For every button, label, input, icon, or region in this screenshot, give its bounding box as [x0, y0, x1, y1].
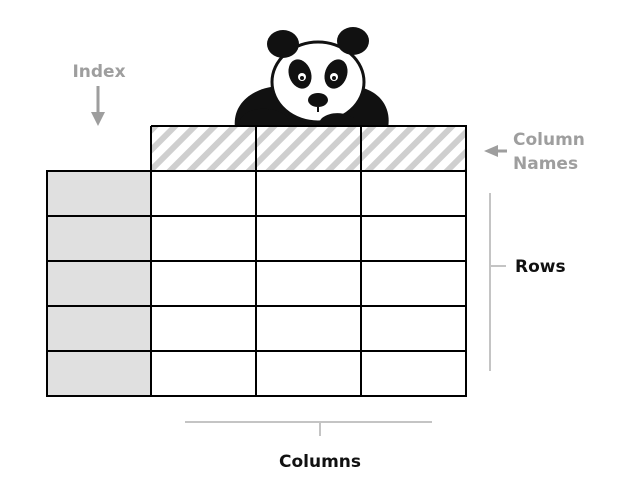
index-cell	[47, 351, 151, 396]
index-cell	[47, 261, 151, 306]
index-cell	[47, 306, 151, 351]
column-names-label-line2: Names	[513, 154, 578, 174]
index-label: Index	[72, 62, 125, 82]
column-names-arrow-icon	[484, 145, 507, 157]
rows-bracket	[489, 193, 506, 371]
index-cell	[47, 171, 151, 216]
column-name-cell	[151, 126, 256, 170]
rows-label: Rows	[515, 257, 566, 277]
column-name-cell	[361, 126, 466, 170]
column-names-row	[150, 125, 467, 171]
panda-illustration	[234, 27, 389, 134]
column-name-cell	[256, 126, 361, 170]
index-column	[47, 171, 151, 396]
index-cell	[47, 216, 151, 261]
index-arrow-icon	[91, 86, 105, 126]
table-grid	[46, 170, 467, 397]
columns-bracket	[185, 421, 432, 436]
column-names-label-line1: Column	[513, 130, 585, 150]
columns-label: Columns	[279, 452, 361, 472]
